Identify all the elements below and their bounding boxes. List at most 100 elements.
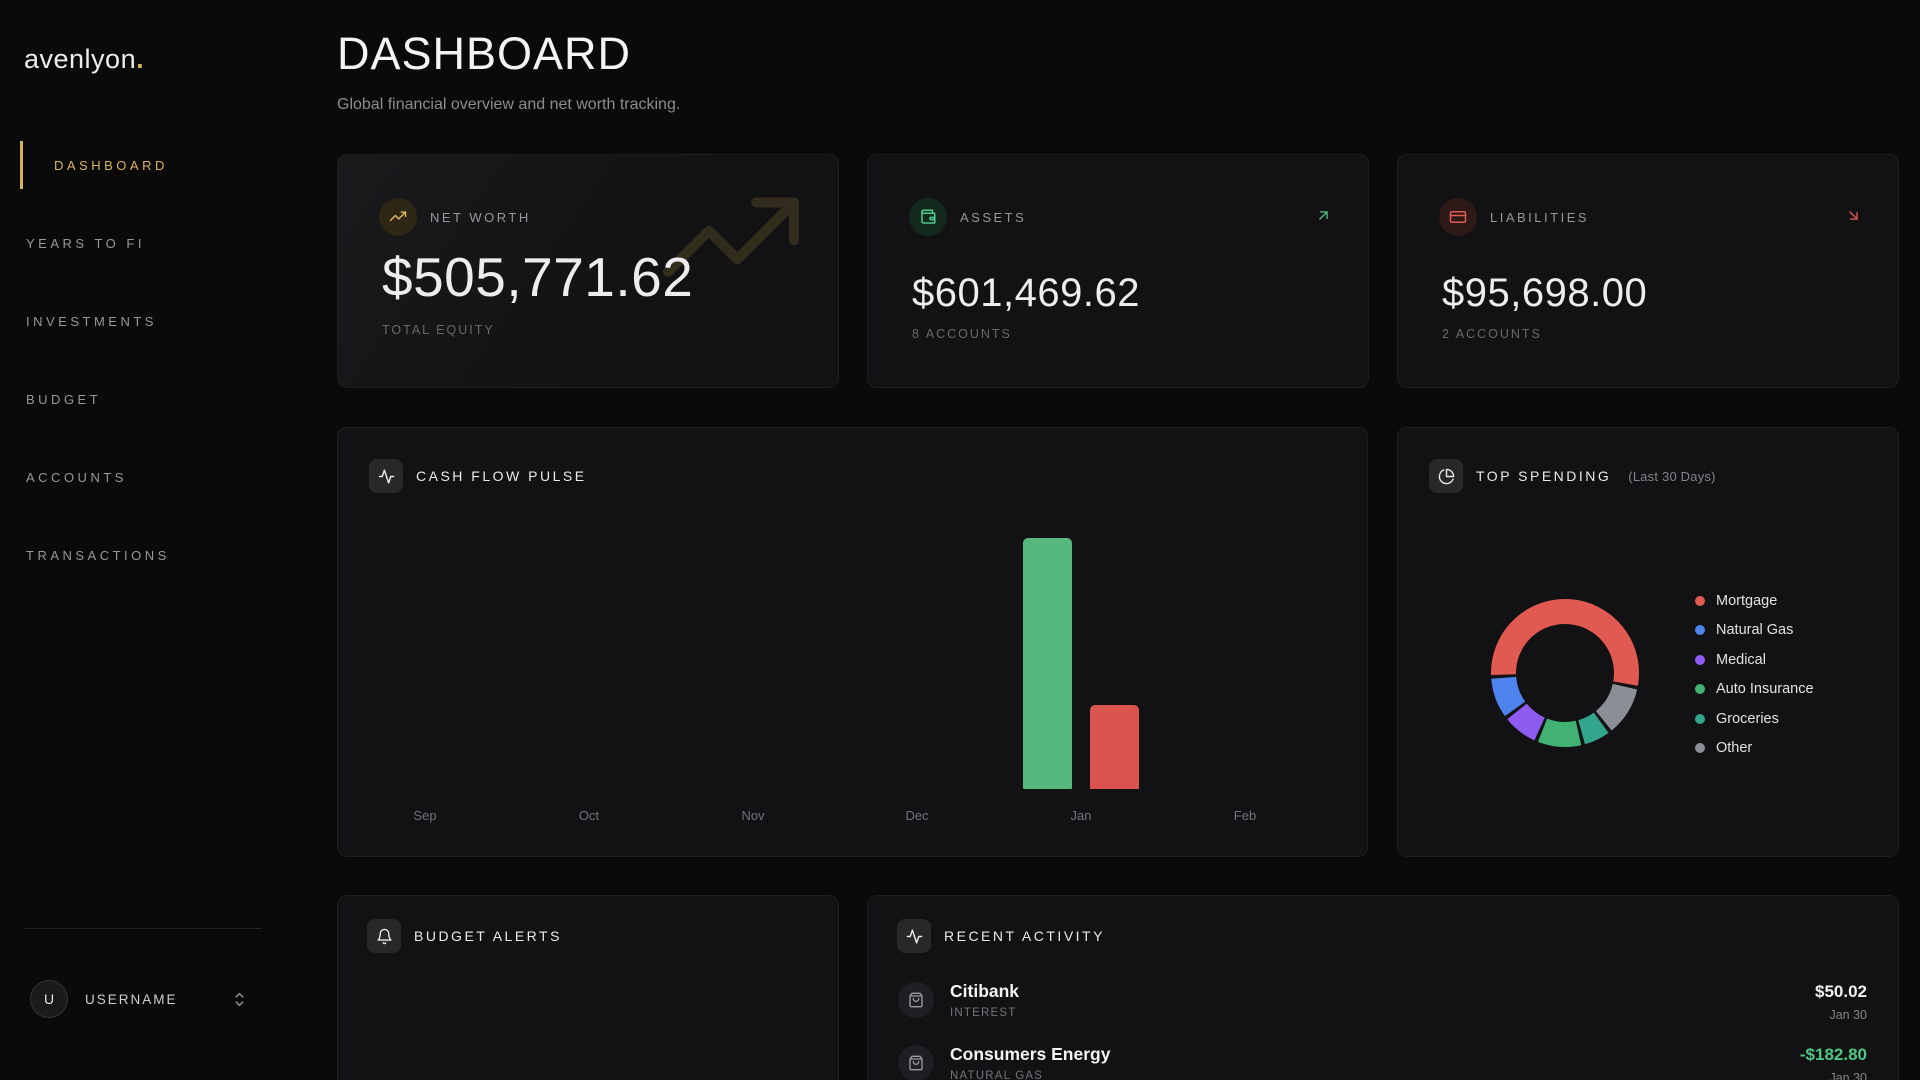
sidebar-item-label: INVESTMENTS [26,313,157,329]
month-label: Oct [578,808,600,823]
donut-segment-auto-insurance [1537,718,1582,747]
transaction-amount: $50.02 [1815,982,1867,1001]
legend-label: Medical [1716,651,1766,668]
page-subtitle: Global financial overview and net worth … [337,96,681,113]
shopping-bag-icon [898,982,934,1018]
legend-item: Mortgage [1695,586,1814,616]
expenses-bar [1090,705,1139,789]
transaction-category: INTEREST [950,1007,1017,1019]
spending-donut-chart [1480,588,1650,758]
month-label: Dec [905,808,929,823]
cash-flow-card: CASH FLOW PULSE Sep Oct Nov Dec Jan Feb [337,427,1368,857]
legend-dot [1695,595,1705,606]
legend-dot [1695,743,1705,754]
bar-group-nov [671,538,835,789]
donut-segment-natural-gas [1491,676,1526,717]
legend-dot [1695,625,1705,636]
spending-legend: Mortgage Natural Gas Medical Auto Insura… [1695,586,1814,763]
legend-label: Mortgage [1716,592,1778,609]
activity-row-consumers-energy[interactable]: Consumers Energy NATURAL GAS -$182.80 Ja… [898,1044,1867,1080]
legend-label: Other [1716,740,1753,757]
recent-activity-card: RECENT ACTIVITY Citibank INTEREST $50.02… [867,895,1899,1080]
wallet-icon [909,198,947,236]
credit-card-icon [1439,198,1477,236]
sidebar-item-investments[interactable]: INVESTMENTS [20,297,295,345]
liabilities-card: LIABILITIES $95,698.00 2 ACCOUNTS [1397,154,1899,388]
sidebar-item-label: BUDGET [26,391,102,407]
net-worth-value: $505,771.62 [382,246,694,308]
sidebar-item-budget[interactable]: BUDGET [20,375,295,423]
arrow-up-right-icon [1315,207,1332,224]
bell-icon [367,919,401,953]
bar-group-feb [1163,538,1327,789]
month-label: Nov [741,808,765,823]
sidebar-item-transactions[interactable]: TRANSACTIONS [20,531,295,579]
card-title: TOP SPENDING [1476,468,1612,484]
stats-row: NET WORTH $505,771.62 TOTAL EQUITY ASSET… [337,154,1899,388]
transaction-amount: -$182.80 [1799,1045,1867,1064]
stat-sublabel: 8 ACCOUNTS [912,327,1012,341]
activity-row-citibank[interactable]: Citibank INTEREST $50.02 Jan 30 [898,981,1867,1045]
stat-label: ASSETS [960,209,1027,225]
card-subtitle: (Last 30 Days) [1628,468,1716,484]
sidebar-item-label: ACCOUNTS [26,469,127,485]
sidebar-item-years-to-fi[interactable]: YEARS TO FI [20,219,295,267]
income-bar [1023,538,1072,789]
sidebar-item-dashboard[interactable]: DASHBOARD [20,141,295,189]
logo-text: avenlyon [24,44,137,74]
sidebar-divider [24,928,262,929]
avatar-initial: U [43,991,55,1007]
top-spending-card: TOP SPENDING (Last 30 Days) Mortgage Nat… [1397,427,1899,857]
arrow-down-right-icon [1845,207,1862,224]
sidebar-item-label: YEARS TO FI [26,235,145,251]
donut-segment-other [1595,683,1638,731]
legend-dot [1695,713,1705,724]
shopping-bag-icon [898,1045,934,1080]
app-logo[interactable]: avenlyon. [24,44,144,75]
transaction-date: Jan 30 [1829,1071,1867,1080]
donut-segment-medical [1507,703,1546,741]
user-menu[interactable]: U USERNAME [30,980,246,1018]
legend-item: Auto Insurance [1695,675,1814,705]
transaction-name: Citibank [950,981,1020,1001]
stat-sublabel: 2 ACCOUNTS [1442,327,1542,341]
month-label: Sep [413,808,437,823]
activity-icon [897,919,931,953]
avatar: U [30,980,68,1018]
trending-up-icon [379,198,417,236]
transaction-date: Jan 30 [1829,1008,1867,1022]
legend-dot [1695,654,1705,665]
stat-sublabel: TOTAL EQUITY [382,323,495,337]
pie-chart-icon [1429,459,1463,493]
legend-item: Other [1695,734,1814,764]
card-title: BUDGET ALERTS [414,928,562,944]
card-title: RECENT ACTIVITY [944,928,1105,944]
legend-item: Groceries [1695,704,1814,734]
budget-alerts-card: BUDGET ALERTS [337,895,839,1080]
transaction-name: Consumers Energy [950,1044,1111,1064]
bar-group-dec [835,538,999,789]
donut-segment-groceries [1577,712,1609,745]
user-name: USERNAME [85,991,178,1007]
legend-label: Natural Gas [1716,622,1794,639]
transaction-category: NATURAL GAS [950,1070,1044,1080]
chevrons-up-down-icon [233,991,246,1008]
net-worth-card: NET WORTH $505,771.62 TOTAL EQUITY [337,154,839,388]
stat-label: LIABILITIES [1490,209,1590,225]
bar-group-oct [507,538,671,789]
stat-label: NET WORTH [430,209,531,225]
activity-icon [369,459,403,493]
legend-item: Natural Gas [1695,616,1814,646]
activity-list: Citibank INTEREST $50.02 Jan 30 Consumer… [898,981,1867,1080]
assets-card: ASSETS $601,469.62 8 ACCOUNTS [867,154,1369,388]
sidebar-nav: DASHBOARD YEARS TO FI INVESTMENTS BUDGET… [0,141,295,609]
sidebar-item-label: DASHBOARD [54,157,168,173]
legend-label: Groceries [1716,710,1779,727]
donut-segment-mortgage [1491,599,1639,686]
legend-dot [1695,684,1705,695]
logo-dot: . [136,44,145,74]
sidebar: avenlyon. DASHBOARD YEARS TO FI INVESTME… [0,0,295,1080]
sidebar-item-accounts[interactable]: ACCOUNTS [20,453,295,501]
sidebar-item-label: TRANSACTIONS [26,547,170,563]
bar-group-jan [999,538,1163,789]
